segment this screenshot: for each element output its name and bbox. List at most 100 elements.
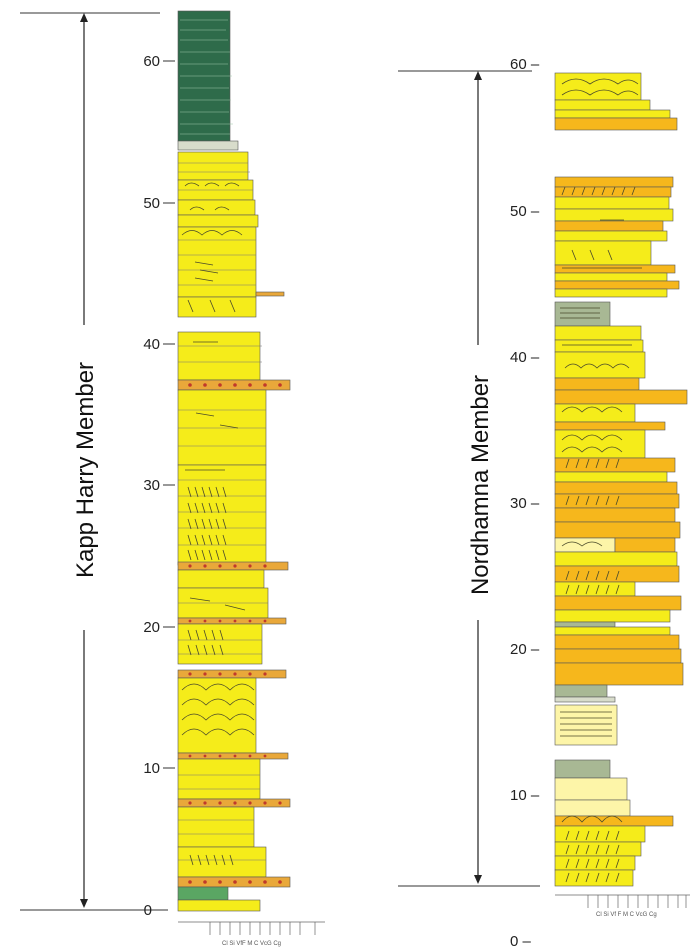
- bed-coarse-sandstone: [554, 389, 688, 405]
- left-arrow-head-top: [80, 13, 88, 22]
- bed-sandstone: [177, 899, 261, 912]
- bed-grey-mudstone: [177, 140, 239, 151]
- bed-sandstone: [177, 331, 261, 381]
- bed-sandstone: [554, 471, 668, 483]
- bed-sandstone: [177, 806, 255, 848]
- bed-pale-sandstone: [554, 799, 631, 817]
- bed-coarse-sandstone: [554, 815, 674, 827]
- bed-coarse-sandstone: [554, 220, 664, 232]
- bed-coarse-sandstone: [554, 280, 680, 290]
- left-depth-axis: 0 10 20 30 40 50 60: [143, 53, 175, 919]
- left-lithology: [177, 10, 291, 912]
- right-arrow-head-top: [474, 71, 482, 80]
- left-tick-label-10: 10: [143, 760, 160, 777]
- bed-sandstone: [554, 240, 652, 266]
- right-grain-size-labels: Cl Si Vf F M C VcG Cg: [596, 912, 657, 918]
- bed-sandstone: [554, 339, 644, 353]
- bed-sandstone: [554, 325, 642, 341]
- bed-sandstone: [554, 581, 636, 597]
- bed-sandstone: [554, 109, 671, 119]
- bed-conglomerate-stringer: [255, 291, 285, 297]
- right-arrow-head-bottom: [474, 875, 482, 884]
- bed-coarse-sandstone: [614, 537, 676, 553]
- right-grain-size-scale: Cl Si Vf F M C VcG Cg: [555, 894, 690, 918]
- left-grain-size-scale: Cl Si VfF M C VcG Cg: [178, 921, 325, 947]
- bed-coarse-sandstone: [554, 421, 666, 431]
- left-bedding-lines: [178, 162, 268, 861]
- right-tick-label-60: 60 –: [510, 56, 540, 73]
- bed-sandstone: [177, 151, 249, 181]
- bed-coarse-sandstone: [554, 264, 676, 274]
- left-member-label: Kapp Harry Member: [72, 362, 99, 578]
- right-lithology: [554, 72, 688, 887]
- bed-pale-sandstone: [554, 777, 628, 801]
- bed-sandstone: [177, 846, 267, 878]
- right-log-column: Nordhamna Member 0 – 10 – 20 – 30 – 40 –…: [398, 56, 690, 950]
- left-tick-label-30: 30: [143, 477, 160, 494]
- bed-sandstone: [554, 99, 651, 111]
- bed-coarse-sandstone: [554, 595, 682, 611]
- shale-laminae: [180, 19, 233, 135]
- bed-sandstone: [554, 551, 678, 567]
- bed-sandstone: [554, 403, 636, 423]
- bed-grey-mudstone: [554, 301, 611, 327]
- bed-sandstone: [177, 569, 265, 589]
- left-cross-bedding: [181, 182, 255, 866]
- bed-sandstone: [177, 226, 257, 298]
- bed-sandstone: [177, 464, 267, 566]
- left-tick-label-40: 40: [143, 336, 160, 353]
- bed-sandstone: [554, 855, 636, 871]
- right-tick-label-0: 0 –: [510, 933, 532, 950]
- bed-coarse-sandstone: [554, 634, 680, 650]
- bed-conglomerate: [177, 561, 289, 571]
- bed-coarse-sandstone: [554, 662, 684, 686]
- bed-coarse-sandstone: [554, 457, 676, 473]
- bed-sandstone: [554, 208, 674, 222]
- bed-sandstone: [554, 626, 671, 636]
- left-pebbles: [188, 383, 282, 884]
- left-tick-label-50: 50: [143, 195, 160, 212]
- bed-grey-mudstone: [554, 684, 608, 698]
- bed-sandstone: [554, 609, 671, 623]
- right-member-label: Nordhamna Member: [467, 375, 494, 595]
- bed-sandstone: [554, 272, 668, 282]
- bed-conglomerate: [177, 617, 287, 625]
- right-tick-label-20: 20 –: [510, 641, 540, 658]
- bed-pale-sandstone: [554, 704, 618, 746]
- right-tick-label-10: 10 –: [510, 787, 540, 804]
- bed-conglomerate: [177, 752, 289, 760]
- bed-coarse-sandstone: [554, 521, 681, 539]
- bed-sandstone: [177, 296, 257, 318]
- bed-coarse-sandstone: [554, 117, 678, 131]
- bed-coarse-sandstone: [554, 648, 682, 664]
- right-tick-label-40: 40 –: [510, 349, 540, 366]
- bed-coarse-sandstone: [554, 377, 640, 391]
- right-cross-bedding: [560, 78, 642, 883]
- bed-sandstone: [177, 199, 256, 216]
- bed-grey-mudstone: [554, 696, 616, 703]
- bed-sandstone: [177, 677, 257, 754]
- bed-sandstone: [554, 869, 634, 887]
- left-log-column: Kapp Harry Member 0 10 20 30 40 50 60: [20, 10, 325, 947]
- left-grain-size-labels: Cl Si VfF M C VcG Cg: [222, 941, 281, 947]
- bed-sandstone: [177, 214, 259, 228]
- bed-grey-green-mudstone: [554, 759, 611, 779]
- bed-sandstone: [554, 72, 642, 101]
- right-tick-label-50: 50 –: [510, 203, 540, 220]
- bed-coarse-sandstone: [554, 507, 676, 523]
- left-arrow-head-bottom: [80, 899, 88, 908]
- right-tick-label-30: 30 –: [510, 495, 540, 512]
- right-depth-axis: 0 – 10 – 20 – 30 – 40 – 50 – 60 –: [510, 56, 540, 950]
- bed-sandstone: [554, 429, 646, 459]
- bed-coarse-sandstone: [554, 176, 674, 188]
- bed-sandstone: [177, 389, 267, 466]
- bed-sandstone: [554, 288, 668, 298]
- bed-conglomerate: [177, 669, 287, 679]
- bed-grey-mudstone: [554, 621, 616, 628]
- left-tick-label-60: 60: [143, 53, 160, 70]
- bed-sandstone: [554, 196, 670, 210]
- bed-green-mudstone: [177, 886, 229, 901]
- bed-sandstone: [554, 230, 668, 242]
- bed-sandstone: [554, 351, 646, 379]
